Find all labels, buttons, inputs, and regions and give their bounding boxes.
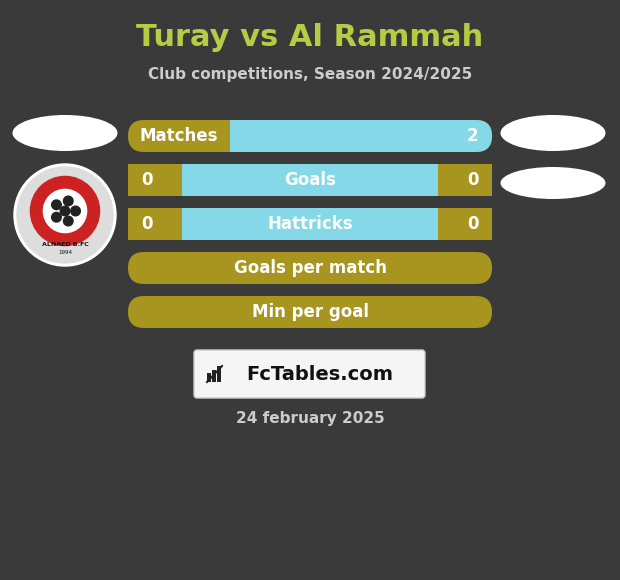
Text: Goals: Goals	[284, 171, 336, 189]
FancyBboxPatch shape	[128, 252, 492, 284]
Text: Goals per match: Goals per match	[234, 259, 386, 277]
Circle shape	[60, 206, 70, 216]
FancyBboxPatch shape	[217, 366, 221, 382]
Text: 0: 0	[467, 215, 479, 233]
Text: ALNAED B.FC: ALNAED B.FC	[42, 242, 89, 247]
Text: 24 february 2025: 24 february 2025	[236, 411, 384, 426]
Text: Turay vs Al Rammah: Turay vs Al Rammah	[136, 24, 484, 53]
Text: Matches: Matches	[140, 127, 218, 145]
FancyBboxPatch shape	[128, 120, 492, 152]
FancyBboxPatch shape	[128, 164, 182, 196]
Text: Hattricks: Hattricks	[267, 215, 353, 233]
Circle shape	[30, 176, 100, 245]
Text: 1994: 1994	[58, 250, 72, 255]
Circle shape	[71, 206, 81, 216]
Text: Min per goal: Min per goal	[252, 303, 368, 321]
FancyBboxPatch shape	[194, 350, 425, 398]
Circle shape	[63, 196, 73, 206]
FancyBboxPatch shape	[212, 370, 216, 382]
FancyBboxPatch shape	[438, 208, 492, 240]
Ellipse shape	[12, 115, 118, 151]
Circle shape	[51, 200, 61, 209]
FancyBboxPatch shape	[230, 120, 246, 152]
Text: 2: 2	[466, 127, 478, 145]
FancyBboxPatch shape	[207, 373, 211, 382]
Ellipse shape	[500, 115, 606, 151]
FancyBboxPatch shape	[166, 164, 454, 196]
FancyBboxPatch shape	[230, 120, 492, 152]
FancyBboxPatch shape	[128, 208, 492, 240]
Circle shape	[63, 216, 73, 226]
Text: Club competitions, Season 2024/2025: Club competitions, Season 2024/2025	[148, 67, 472, 82]
FancyBboxPatch shape	[128, 296, 492, 328]
Text: 0: 0	[141, 171, 153, 189]
Circle shape	[14, 164, 116, 266]
Circle shape	[43, 190, 87, 233]
Text: 0: 0	[467, 171, 479, 189]
Circle shape	[17, 167, 113, 263]
FancyBboxPatch shape	[438, 164, 492, 196]
FancyBboxPatch shape	[128, 164, 492, 196]
Text: FcTables.com: FcTables.com	[246, 364, 393, 383]
Text: 0: 0	[141, 215, 153, 233]
Circle shape	[51, 212, 61, 222]
FancyBboxPatch shape	[166, 208, 454, 240]
Ellipse shape	[500, 167, 606, 199]
FancyBboxPatch shape	[128, 208, 182, 240]
